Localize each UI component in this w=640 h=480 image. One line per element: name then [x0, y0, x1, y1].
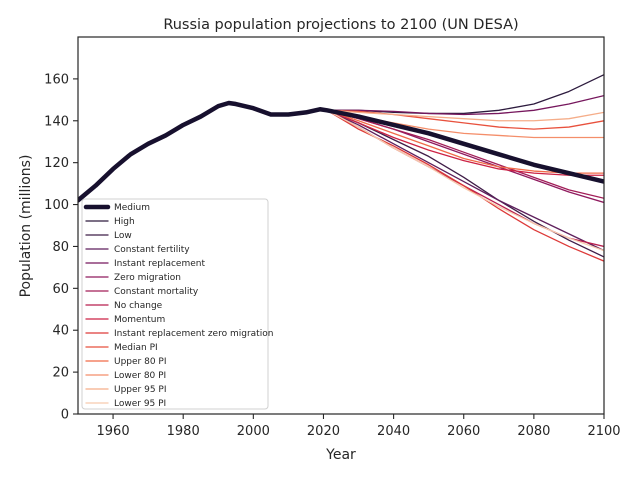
- legend-item-low: Low: [85, 231, 132, 241]
- y-tick-label: 120: [44, 156, 69, 171]
- y-tick-label: 160: [44, 72, 69, 87]
- legend-item-upper-80-pi: Upper 80 PI: [85, 357, 167, 367]
- legend-label: Instant replacement zero migration: [114, 329, 273, 339]
- legend-label: Lower 95 PI: [114, 399, 166, 409]
- legend-label: Lower 80 PI: [114, 371, 166, 381]
- legend-item-high: High: [85, 217, 135, 227]
- y-tick-label: 80: [52, 240, 69, 255]
- legend: Medium High Low Constant fertility Instant r…: [81, 198, 273, 410]
- series-line-upper-95-pi: [326, 109, 604, 122]
- legend-item-upper-95-pi: Upper 95 PI: [85, 385, 167, 395]
- x-axis: 1960 1980 2000 2020 2040 2060 2080 2100: [97, 414, 621, 439]
- series-line-constant-fertility: [326, 109, 604, 252]
- legend-label: Upper 80 PI: [114, 357, 167, 367]
- x-tick-label: 2020: [307, 424, 340, 439]
- series-line-median-pi: [326, 109, 604, 130]
- x-tick-label: 2080: [517, 424, 550, 439]
- series-line-instant-replacement: [326, 94, 604, 116]
- legend-item-medium: Medium: [83, 203, 150, 213]
- plot-area: [77, 36, 605, 415]
- legend-label: High: [114, 217, 135, 227]
- legend-item-instant-replacement-zero-migration: Instant replacement zero migration: [85, 329, 273, 339]
- y-axis: 0 20 40 60 80 100 120 140 160: [44, 72, 78, 423]
- y-tick-label: 40: [52, 324, 69, 339]
- series-line-high: [326, 74, 604, 115]
- x-tick-label: 2040: [377, 424, 410, 439]
- x-tick-label: 1960: [97, 424, 130, 439]
- chart-title: Russia population projections to 2100 (U…: [163, 17, 518, 33]
- legend-label: Instant replacement: [114, 259, 205, 269]
- legend-label: Constant fertility: [114, 245, 190, 255]
- x-tick-label: 2100: [587, 424, 620, 439]
- legend-label: Constant mortality: [114, 287, 199, 297]
- legend-item-no-change: No change: [85, 301, 163, 311]
- x-tick-label: 2000: [237, 424, 270, 439]
- axes-frame: [77, 36, 605, 415]
- y-tick-label: 60: [52, 282, 69, 297]
- legend-item-lower-95-pi: Lower 95 PI: [85, 399, 166, 409]
- legend-item-momentum: Momentum: [85, 315, 165, 325]
- legend-item-median-pi: Median PI: [85, 343, 158, 353]
- series-line-constant-mortality: [326, 109, 604, 199]
- legend-label: Median PI: [114, 343, 158, 353]
- y-tick-label: 20: [52, 366, 69, 381]
- y-tick-label: 100: [44, 198, 69, 213]
- legend-item-zero-migration: Zero migration: [85, 273, 181, 283]
- legend-item-constant-fertility: Constant fertility: [85, 245, 190, 255]
- series-line-lower-95-pi: [326, 109, 604, 252]
- legend-label: Medium: [114, 203, 150, 213]
- x-axis-label: Year: [325, 447, 356, 463]
- series-line-medium: [78, 100, 604, 203]
- legend-label: Upper 95 PI: [114, 385, 167, 395]
- y-tick-label: 0: [61, 408, 69, 423]
- legend-item-lower-80-pi: Lower 80 PI: [85, 371, 166, 381]
- x-tick-label: 2060: [447, 424, 480, 439]
- legend-item-constant-mortality: Constant mortality: [85, 287, 199, 297]
- x-tick-label: 1980: [167, 424, 200, 439]
- y-axis-label: Population (millions): [18, 155, 34, 298]
- legend-label: Low: [114, 231, 132, 241]
- legend-item-instant-replacement: Instant replacement: [85, 259, 205, 269]
- legend-label: Momentum: [114, 315, 165, 325]
- series-line-momentum: [326, 109, 604, 176]
- legend-label: No change: [114, 301, 163, 311]
- y-tick-label: 140: [44, 114, 69, 129]
- legend-label: Zero migration: [114, 273, 181, 283]
- series-lines: [78, 74, 604, 262]
- legend-box: [81, 198, 269, 410]
